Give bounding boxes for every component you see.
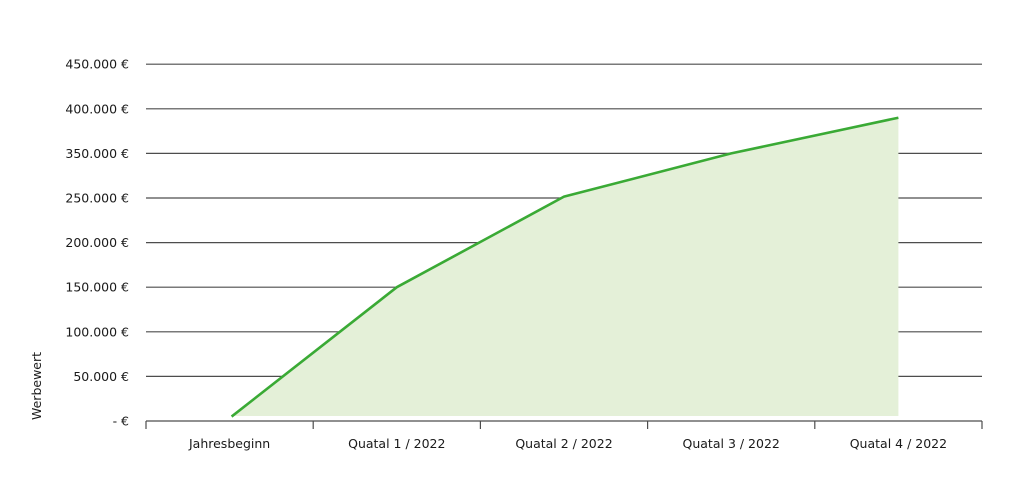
y-tick-label: 450.000 € — [65, 57, 129, 72]
area-series — [230, 116, 899, 418]
y-axis-title: Werbewert — [29, 352, 44, 420]
y-tick-label: 200.000 € — [65, 235, 129, 250]
y-tick-label: 400.000 € — [65, 101, 129, 116]
x-tick-label: Quatal 2 / 2022 — [515, 436, 612, 451]
y-tick-label: 50.000 € — [73, 369, 129, 384]
y-tick-label: - € — [113, 414, 129, 429]
x-tick-label: Quatal 3 / 2022 — [683, 436, 780, 451]
x-tick-label: Quatal 1 / 2022 — [348, 436, 445, 451]
x-axis: Jahresbeginn Quatal 1 / 2022 Quatal 2 / 20… — [145, 420, 983, 451]
y-tick-label: 150.000 € — [65, 280, 129, 295]
y-tick-label: 350.000 € — [65, 146, 129, 161]
y-axis-ticks: - € 50.000 € 100.000 € 150.000 € 200.000 € 25… — [65, 57, 129, 429]
x-tick-label: Jahresbeginn — [188, 436, 270, 451]
y-tick-label: 250.000 € — [65, 191, 129, 206]
x-tick-label: Quatal 4 / 2022 — [850, 436, 947, 451]
area-fill — [231, 117, 899, 417]
y-tick-label: 100.000 € — [65, 324, 129, 339]
